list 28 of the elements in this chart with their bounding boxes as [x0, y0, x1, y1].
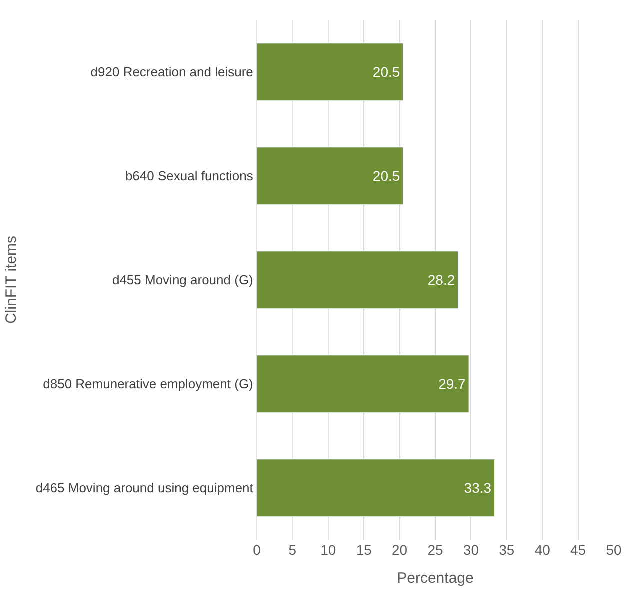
data-label: 20.5 [372, 64, 400, 80]
y-tick-label: d455 Moving around (G) [112, 272, 254, 288]
bar [257, 251, 459, 309]
x-tick-label: 45 [570, 542, 586, 558]
y-tick-label: d920 Recreation and leisure [90, 64, 254, 80]
x-tick-label: 30 [463, 542, 480, 558]
x-tick-label: 40 [534, 542, 551, 558]
y-tick-label: d850 Remunerative employment (G) [43, 376, 254, 392]
y-axis-title: ClinFIT items [3, 236, 20, 324]
bar [257, 355, 470, 413]
x-tick-label: 35 [499, 542, 515, 558]
x-tick-label: 0 [253, 542, 262, 558]
x-tick-label: 20 [392, 542, 408, 558]
data-label: 20.5 [372, 168, 400, 184]
x-tick-label: 25 [428, 542, 444, 558]
x-tick-label: 5 [288, 542, 297, 558]
x-tick-label: 50 [606, 542, 622, 558]
data-label: 33.3 [464, 480, 492, 496]
data-label: 29.7 [438, 376, 466, 392]
bar [257, 459, 496, 517]
bar [257, 43, 404, 101]
y-tick-label: d465 Moving around using equipment [36, 480, 254, 496]
x-tick-label: 10 [320, 542, 336, 558]
x-tick-label: 15 [356, 542, 372, 558]
bar [257, 147, 404, 205]
y-tick-label: b640 Sexual functions [125, 168, 254, 184]
x-axis-title: Percentage [397, 570, 474, 587]
data-label: 28.2 [428, 272, 456, 288]
